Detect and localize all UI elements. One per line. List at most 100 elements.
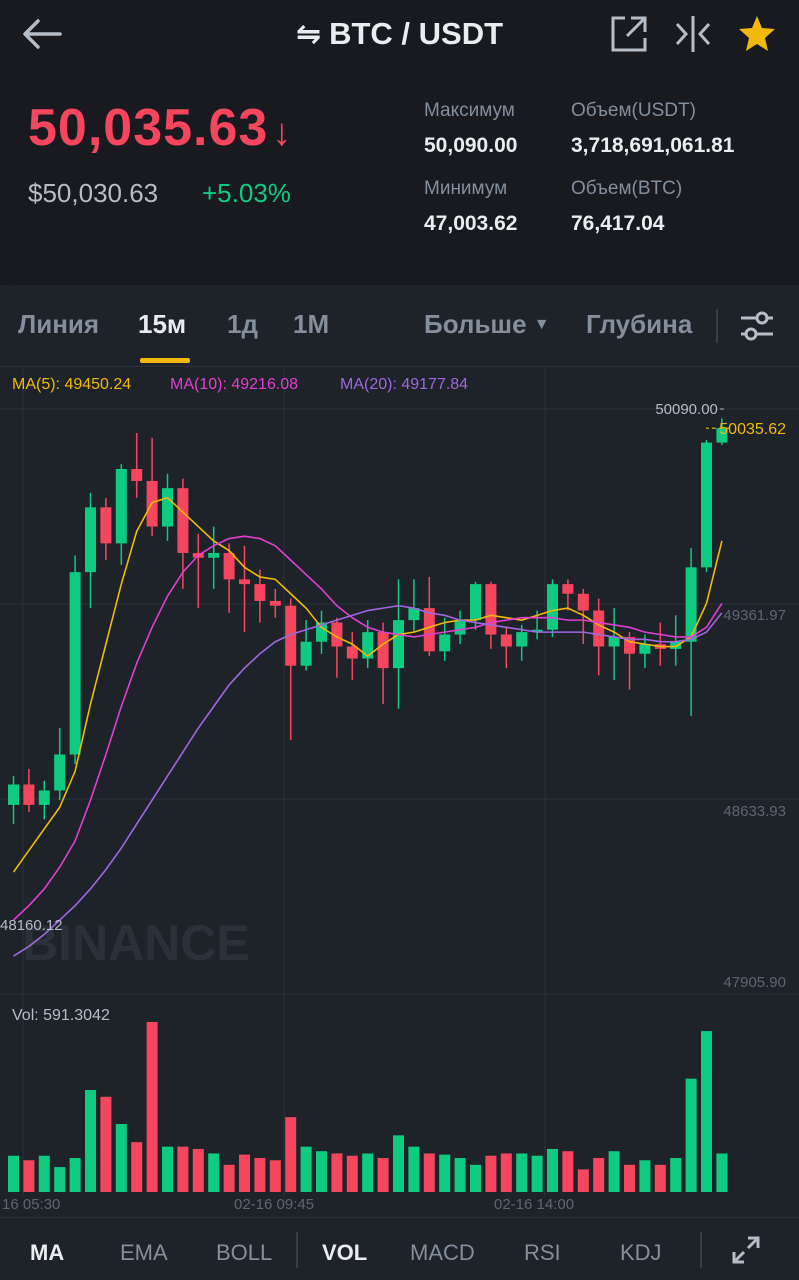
volume-bar xyxy=(485,1155,497,1192)
candlestick-chart[interactable]: BINANCE 49361.97 48633.93 47905.90 50090.00… xyxy=(0,367,799,1217)
candle-body xyxy=(408,608,420,621)
volume-bar xyxy=(500,1153,512,1192)
indicator-macd[interactable]: MACD xyxy=(410,1240,475,1265)
candle-body xyxy=(131,468,143,481)
tab-more[interactable]: Больше ▼ xyxy=(424,309,550,340)
usd-price: $50,030.63 xyxy=(28,178,159,208)
indicator-ma[interactable]: MA xyxy=(30,1240,65,1265)
candle-body xyxy=(239,579,250,585)
indicator-vol[interactable]: VOL xyxy=(322,1240,368,1265)
volume-bar xyxy=(654,1164,666,1192)
candle-body xyxy=(115,468,127,544)
back-button[interactable] xyxy=(20,14,64,54)
candle-body xyxy=(346,646,358,659)
indicator-bar: MA EMA BOLL VOL MACD RSI KDJ xyxy=(0,1217,799,1280)
candle-body xyxy=(377,632,389,669)
favorite-button[interactable] xyxy=(735,12,779,56)
volume-bar xyxy=(562,1151,574,1192)
low-price-label: 48160.12 xyxy=(0,917,63,934)
high-label: Максимум xyxy=(424,100,515,121)
volume-bar xyxy=(454,1158,466,1192)
share-button[interactable] xyxy=(607,12,651,56)
time-axis-label: 02-16 14:00 xyxy=(494,1196,574,1213)
candle-body xyxy=(531,629,543,633)
indicator-ema[interactable]: EMA xyxy=(120,1240,168,1265)
candle-body xyxy=(208,552,220,558)
candle-body xyxy=(300,641,312,666)
price-axis-label: 48633.93 xyxy=(723,803,786,820)
tab-1month[interactable]: 1М xyxy=(293,309,330,339)
candle-body xyxy=(562,584,574,594)
volume-bar xyxy=(100,1096,112,1192)
candle-body xyxy=(69,572,81,755)
volume-bar xyxy=(208,1153,220,1192)
indicator-rsi[interactable]: RSI xyxy=(524,1240,561,1265)
candle-body xyxy=(470,584,481,621)
candle-body xyxy=(423,608,435,652)
candle-body xyxy=(454,620,466,635)
volume-bar xyxy=(377,1158,389,1192)
volume-bar xyxy=(608,1151,620,1192)
volume-bar xyxy=(639,1160,651,1192)
candle-body xyxy=(331,622,343,647)
candle-body xyxy=(485,584,497,635)
indicator-boll[interactable]: BOLL xyxy=(216,1240,273,1265)
low-value: 47,003.62 xyxy=(424,212,518,235)
candle-body xyxy=(516,632,528,647)
volume-bar xyxy=(624,1164,635,1192)
price-axis-label: 47905.90 xyxy=(723,974,786,991)
pair-title[interactable]: ⇋ BTC / USDT xyxy=(0,16,799,52)
volume-bar xyxy=(408,1146,420,1192)
current-price-label: 50035.62 xyxy=(719,421,786,438)
volume-bar xyxy=(531,1155,543,1192)
indicator-kdj[interactable]: KDJ xyxy=(620,1240,662,1265)
vol-btc-label: Объем(BTC) xyxy=(571,178,683,199)
candle-body xyxy=(269,600,281,606)
fullscreen-button[interactable] xyxy=(730,1234,762,1271)
line-ma10 xyxy=(12,535,723,921)
swap-icon: ⇋ xyxy=(295,18,322,51)
candle-body xyxy=(362,632,374,659)
volume-bar xyxy=(192,1148,204,1192)
volume-bar xyxy=(670,1158,682,1192)
volume-bar xyxy=(269,1160,281,1192)
candle-body xyxy=(177,488,189,553)
vol-usdt-value: 3,718,691,061.81 xyxy=(571,134,735,157)
tab-15m[interactable]: 15м xyxy=(138,309,187,339)
compare-button[interactable] xyxy=(671,12,715,56)
volume-bar xyxy=(85,1090,96,1192)
vol-usdt-label: Объем(USDT) xyxy=(571,100,696,121)
volume-bar xyxy=(393,1135,404,1192)
volume-bar xyxy=(362,1153,374,1192)
low-label: Минимум xyxy=(424,178,508,199)
candle-body xyxy=(716,428,728,443)
candle-body xyxy=(577,593,589,611)
candle-body xyxy=(593,610,605,647)
vol-btc-value: 76,417.04 xyxy=(571,212,665,235)
volume-bar xyxy=(177,1146,189,1192)
volume-bar xyxy=(439,1154,451,1192)
volume-bar xyxy=(162,1146,173,1192)
legend-ma10: MA(10): 49216.08 xyxy=(170,376,299,393)
chart-settings-button[interactable] xyxy=(738,309,776,348)
candle-body xyxy=(85,507,96,573)
tab-line[interactable]: Линия xyxy=(18,309,100,339)
volume-bar xyxy=(69,1158,81,1192)
tabs-divider xyxy=(716,309,718,343)
price-change: +5.03% xyxy=(202,178,291,208)
legend-ma20: MA(20): 49177.84 xyxy=(340,376,469,393)
tab-1d[interactable]: 1д xyxy=(227,309,258,339)
volume-bar xyxy=(54,1167,66,1192)
back-arrow-icon xyxy=(23,19,62,49)
time-axis-label: 16 05:30 xyxy=(2,1196,60,1213)
candle-body xyxy=(8,784,19,805)
price-axis-label: 49361.97 xyxy=(723,607,786,624)
volume-bar xyxy=(23,1160,35,1192)
volume-bar xyxy=(547,1148,558,1192)
line-ma5 xyxy=(12,496,723,873)
time-axis-label: 02-16 09:45 xyxy=(234,1196,314,1213)
tab-depth[interactable]: Глубина xyxy=(586,309,693,339)
candle-body xyxy=(670,641,682,649)
candle-body xyxy=(685,567,697,642)
candle-body xyxy=(547,584,558,630)
